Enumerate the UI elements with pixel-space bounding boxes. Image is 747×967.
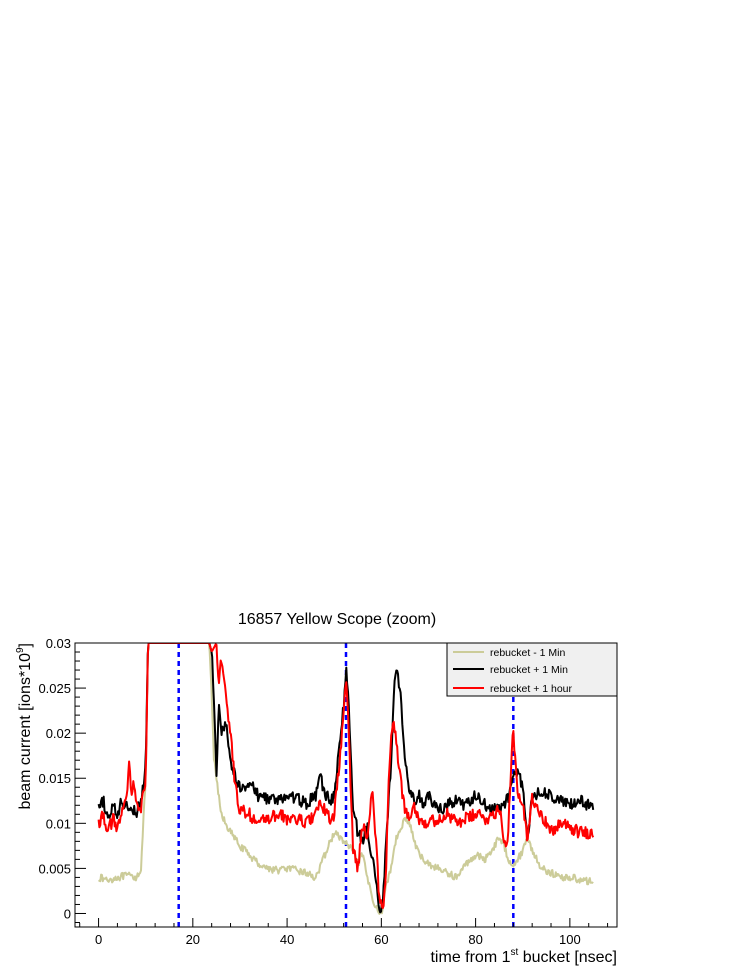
series-layer <box>97 643 595 915</box>
x-tick-label: 0 <box>95 932 102 947</box>
x-tick-label: 40 <box>280 932 294 947</box>
chart-title: 16857 Yellow Scope (zoom) <box>238 611 436 628</box>
legend-label-3: rebucket + 1 hour <box>490 683 573 695</box>
y-axis-title-prefix: beam current [ions*10 <box>17 653 34 810</box>
x-axis-title-suffix: bucket [nsec] <box>518 949 617 966</box>
y-axis: 0 0.005 0.01 0.015 0.02 0.025 0.03 <box>38 636 86 923</box>
series-line-1 <box>98 643 594 915</box>
legend-label-1: rebucket - 1 Min <box>490 647 565 659</box>
y-tick-label: 0 <box>64 906 71 921</box>
y-tick-label: 0.005 <box>38 861 71 876</box>
x-axis-title-prefix: time from 1 <box>430 949 510 966</box>
y-tick-label: 0.025 <box>38 681 71 696</box>
legend: rebucket - 1 Min rebucket + 1 Min rebuck… <box>446 642 618 697</box>
y-axis-title-suffix: ] <box>17 643 34 647</box>
legend-label-2: rebucket + 1 Min <box>490 664 568 676</box>
y-tick-label: 0.01 <box>46 816 71 831</box>
x-tick-label: 20 <box>186 932 200 947</box>
x-axis-title-superscript: st <box>511 947 519 958</box>
y-axis-title: beam current [ions*109] <box>15 643 34 810</box>
x-tick-label: 80 <box>468 932 482 947</box>
x-axis-title: time from 1st bucket [nsec] <box>430 947 617 966</box>
series-line-3 <box>97 643 595 909</box>
y-axis-title-superscript: 9 <box>15 647 26 653</box>
y-tick-label: 0.02 <box>46 726 71 741</box>
x-tick-label: 100 <box>559 932 581 947</box>
y-tick-label: 0.03 <box>46 636 71 651</box>
x-axis: 0 20 40 60 80 100 <box>79 918 609 947</box>
y-tick-label: 0.015 <box>38 771 71 786</box>
plot-frame <box>74 642 618 928</box>
x-tick-label: 60 <box>374 932 388 947</box>
